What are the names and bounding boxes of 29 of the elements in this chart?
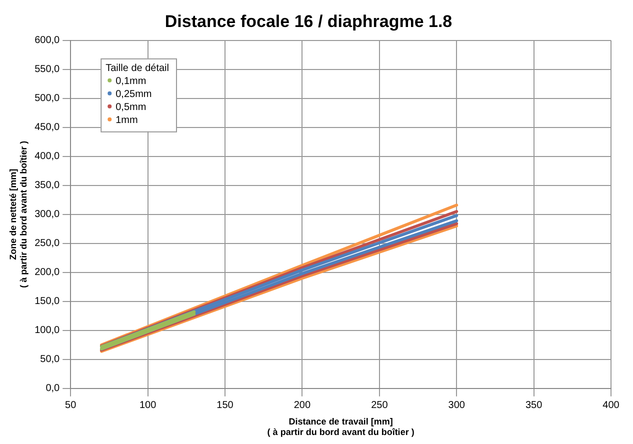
legend-title: Taille de détail bbox=[106, 63, 169, 74]
y-tick-label: 350,0 bbox=[34, 180, 60, 192]
legend-label: 0,1mm bbox=[116, 76, 146, 88]
x-tick-label: 300 bbox=[448, 400, 466, 412]
x-tick-label: 350 bbox=[525, 400, 543, 412]
y-tick-label: 500,0 bbox=[34, 93, 60, 104]
x-axis-title: Distance de travail [mm] ( à partir du bord avant du boîtier ) bbox=[267, 416, 414, 438]
y-tick-label: 250,0 bbox=[34, 238, 60, 250]
x-tick-label: 100 bbox=[139, 400, 157, 412]
legend-label: 0,5mm bbox=[116, 102, 146, 114]
y-tick-label: 600,0 bbox=[34, 35, 60, 46]
y-tick-label: 200,0 bbox=[34, 267, 60, 278]
y-tick-label: 50,0 bbox=[40, 354, 60, 366]
y-tick-label: 550,0 bbox=[34, 64, 60, 76]
y-tick-label: 450,0 bbox=[34, 122, 60, 134]
y-axis-title: Zone de netteté [mm] ( à partir du bord avant du boîtier ) bbox=[8, 140, 29, 288]
y-tick-label: 300,0 bbox=[34, 209, 60, 220]
x-tick-label: 250 bbox=[371, 400, 388, 412]
chart-title: Distance focale 16 / diaphragme 1.8 bbox=[164, 12, 452, 31]
x-tick-label: 400 bbox=[602, 400, 620, 412]
y-tick-label: 150,0 bbox=[34, 296, 60, 308]
y-tick-label: 0,0 bbox=[46, 383, 60, 394]
x-tick-label: 150 bbox=[216, 400, 234, 412]
x-tick-label: 200 bbox=[294, 400, 311, 412]
legend-label: 1mm bbox=[116, 115, 138, 126]
legend-label: 0,25mm bbox=[116, 89, 152, 100]
x-tick-label: 50 bbox=[65, 400, 77, 412]
y-tick-label: 400,0 bbox=[34, 151, 60, 162]
y-tick-label: 100,0 bbox=[34, 325, 60, 336]
